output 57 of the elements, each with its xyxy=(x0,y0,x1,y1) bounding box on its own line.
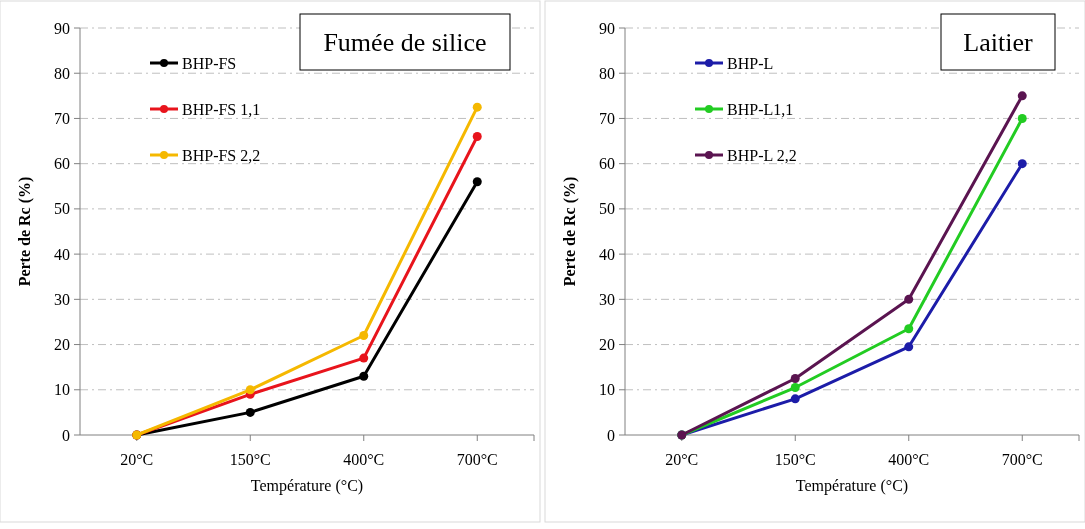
point xyxy=(904,294,914,304)
point xyxy=(472,132,482,142)
y-tick-label: 40 xyxy=(599,245,615,263)
y-tick-label: 70 xyxy=(599,110,615,128)
x-tick-label: 700°C xyxy=(1001,451,1043,468)
point xyxy=(1017,91,1027,101)
point xyxy=(245,385,255,395)
legend-label: BHP-FS 1,1 xyxy=(182,100,261,118)
legend-label: BHP-L 2,2 xyxy=(727,146,797,164)
legend-label: BHP-L1,1 xyxy=(727,100,794,118)
x-tick-label: 20°C xyxy=(120,451,154,468)
y-tick-label: 0 xyxy=(62,426,70,444)
y-tick-label: 0 xyxy=(607,426,615,444)
chart-title: Laitier xyxy=(963,28,1033,58)
y-tick-label: 40 xyxy=(54,245,70,263)
x-tick-label: 400°C xyxy=(343,451,385,468)
legend-label: BHP-FS 2,2 xyxy=(182,146,261,164)
point xyxy=(359,371,369,381)
y-axis-title: Perte de Rc (%) xyxy=(16,176,34,287)
point xyxy=(359,353,369,363)
point xyxy=(790,373,800,383)
y-tick-label: 60 xyxy=(54,155,70,173)
y-tick-label: 50 xyxy=(54,200,70,218)
y-tick-label: 90 xyxy=(599,19,615,37)
y-tick-label: 80 xyxy=(54,64,70,82)
y-tick-label: 30 xyxy=(54,290,70,308)
chart-title: Fumée de silice xyxy=(323,28,487,58)
x-axis-title: Température (°C) xyxy=(795,477,909,495)
point xyxy=(1017,159,1027,169)
point xyxy=(1017,113,1027,123)
y-tick-label: 10 xyxy=(54,381,70,399)
point xyxy=(359,331,369,341)
x-tick-label: 150°C xyxy=(229,451,271,468)
x-tick-label: 400°C xyxy=(888,451,930,468)
y-tick-label: 70 xyxy=(54,110,70,128)
x-axis-title: Température (°C) xyxy=(250,477,364,495)
point xyxy=(904,342,914,352)
x-tick-label: 150°C xyxy=(774,451,816,468)
y-tick-label: 20 xyxy=(599,336,615,354)
point xyxy=(790,394,800,404)
y-tick-label: 30 xyxy=(599,290,615,308)
point xyxy=(245,407,255,417)
legend-label: BHP-L xyxy=(727,54,774,72)
y-tick-label: 20 xyxy=(54,336,70,354)
y-tick-label: 50 xyxy=(599,200,615,218)
y-tick-label: 10 xyxy=(599,381,615,399)
x-tick-label: 700°C xyxy=(456,451,498,468)
y-tick-label: 80 xyxy=(599,64,615,82)
y-axis-title: Perte de Rc (%) xyxy=(561,176,579,287)
legend-label: BHP-FS xyxy=(182,54,237,72)
y-tick-label: 60 xyxy=(599,155,615,173)
point xyxy=(904,324,914,334)
x-tick-label: 20°C xyxy=(665,451,699,468)
point xyxy=(472,102,482,112)
point xyxy=(790,383,800,393)
y-tick-label: 90 xyxy=(54,19,70,37)
point xyxy=(472,177,482,187)
